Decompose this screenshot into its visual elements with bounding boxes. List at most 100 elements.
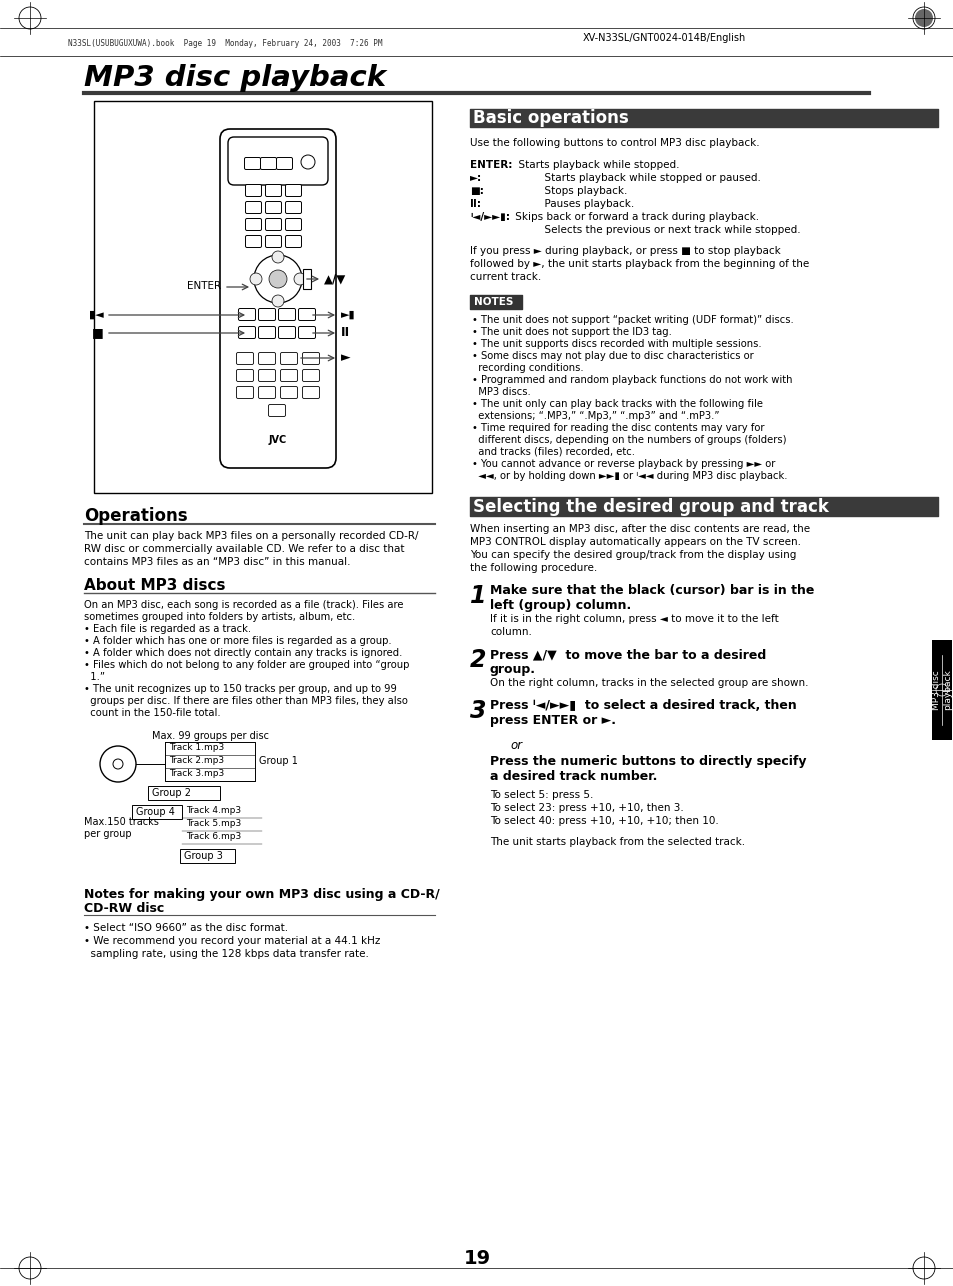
Text: Track 3.mp3: Track 3.mp3 (169, 769, 224, 778)
Text: and tracks (files) recorded, etc.: and tracks (files) recorded, etc. (472, 448, 635, 457)
Text: ►:: ►: (470, 174, 481, 183)
FancyBboxPatch shape (278, 309, 295, 320)
Text: MP3 CONTROL display automatically appears on the TV screen.: MP3 CONTROL display automatically appear… (470, 538, 801, 547)
FancyBboxPatch shape (258, 369, 275, 382)
Text: • A folder which has one or more files is regarded as a group.: • A folder which has one or more files i… (84, 637, 392, 646)
Text: • The unit supports discs recorded with multiple sessions.: • The unit supports discs recorded with … (472, 340, 760, 349)
FancyBboxPatch shape (236, 369, 253, 382)
FancyBboxPatch shape (265, 235, 281, 247)
FancyBboxPatch shape (220, 129, 335, 468)
Circle shape (250, 273, 262, 285)
Text: different discs, depending on the numbers of groups (folders): different discs, depending on the number… (472, 435, 785, 445)
Circle shape (272, 251, 284, 264)
Text: XV-N33SL/GNT0024-014B/English: XV-N33SL/GNT0024-014B/English (582, 33, 745, 42)
Text: extensions; “.MP3,” “.Mp3,” “.mp3” and “.mP3.”: extensions; “.MP3,” “.Mp3,” “.mp3” and “… (472, 412, 719, 421)
Text: Track 2.mp3: Track 2.mp3 (169, 756, 224, 765)
FancyBboxPatch shape (258, 387, 275, 399)
Text: Selecting the desired group and track: Selecting the desired group and track (473, 498, 828, 516)
Text: • Select “ISO 9660” as the disc format.: • Select “ISO 9660” as the disc format. (84, 923, 288, 934)
Text: Operations: Operations (84, 507, 188, 525)
Text: Ⅱ: Ⅱ (340, 327, 349, 340)
FancyBboxPatch shape (298, 309, 315, 320)
Circle shape (272, 294, 284, 307)
Text: • The unit only can play back tracks with the following file: • The unit only can play back tracks wit… (472, 399, 762, 409)
FancyBboxPatch shape (238, 327, 255, 338)
Text: contains MP3 files as an “MP3 disc” in this manual.: contains MP3 files as an “MP3 disc” in t… (84, 557, 350, 567)
Text: Max.150 tracks: Max.150 tracks (84, 817, 159, 827)
Text: Skips back or forward a track during playback.: Skips back or forward a track during pla… (512, 212, 759, 222)
Text: • You cannot advance or reverse playback by pressing ►► or: • You cannot advance or reverse playback… (472, 459, 775, 469)
Text: The unit can play back MP3 files on a personally recorded CD-R/: The unit can play back MP3 files on a pe… (84, 531, 418, 541)
FancyBboxPatch shape (298, 327, 315, 338)
Circle shape (914, 9, 932, 27)
Text: ▲/▼: ▲/▼ (324, 273, 346, 285)
FancyBboxPatch shape (265, 184, 281, 197)
Text: ENTER:: ENTER: (470, 159, 512, 170)
Text: per group: per group (84, 829, 132, 838)
Bar (180, 849, 234, 863)
Text: 2: 2 (470, 648, 486, 673)
Text: You can specify the desired group/track from the display using: You can specify the desired group/track … (470, 550, 796, 559)
Text: column.: column. (490, 628, 532, 637)
FancyBboxPatch shape (285, 219, 301, 230)
Text: NOTES: NOTES (474, 297, 513, 307)
Circle shape (294, 273, 306, 285)
FancyBboxPatch shape (260, 157, 276, 170)
Text: To select 23: press +10, +10, then 3.: To select 23: press +10, +10, then 3. (490, 802, 683, 813)
FancyBboxPatch shape (280, 387, 297, 399)
Text: groups per disc. If there are files other than MP3 files, they also: groups per disc. If there are files othe… (84, 696, 408, 706)
Text: Group 3: Group 3 (184, 851, 223, 862)
FancyBboxPatch shape (265, 202, 281, 213)
Text: group.: group. (490, 664, 536, 676)
Text: count in the 150-file total.: count in the 150-file total. (84, 709, 220, 718)
FancyBboxPatch shape (245, 202, 261, 213)
Text: The unit starts playback from the selected track.: The unit starts playback from the select… (490, 837, 744, 847)
Text: followed by ►, the unit starts playback from the beginning of the: followed by ►, the unit starts playback … (470, 258, 808, 269)
FancyBboxPatch shape (268, 405, 285, 417)
Text: • The unit does not support the ID3 tag.: • The unit does not support the ID3 tag. (472, 327, 671, 337)
Text: 1: 1 (470, 584, 486, 608)
Text: Basic operations: Basic operations (473, 109, 628, 127)
Text: MP3 discs.: MP3 discs. (472, 387, 530, 397)
Text: Track 6.mp3: Track 6.mp3 (186, 832, 241, 841)
FancyBboxPatch shape (280, 369, 297, 382)
FancyBboxPatch shape (238, 309, 255, 320)
Text: • The unit recognizes up to 150 tracks per group, and up to 99: • The unit recognizes up to 150 tracks p… (84, 684, 396, 694)
Text: • Time required for reading the disc contents may vary for: • Time required for reading the disc con… (472, 423, 763, 433)
Text: ■: ■ (92, 327, 104, 340)
FancyBboxPatch shape (285, 202, 301, 213)
Bar (148, 786, 220, 800)
Text: ►: ► (340, 351, 351, 364)
Bar (303, 269, 311, 289)
FancyBboxPatch shape (258, 327, 275, 338)
Text: On an MP3 disc, each song is recorded as a file (track). Files are: On an MP3 disc, each song is recorded as… (84, 601, 403, 610)
FancyBboxPatch shape (278, 327, 295, 338)
FancyBboxPatch shape (236, 387, 253, 399)
Text: • Programmed and random playback functions do not work with: • Programmed and random playback functio… (472, 376, 792, 385)
Text: RW disc or commercially available CD. We refer to a disc that: RW disc or commercially available CD. We… (84, 544, 404, 554)
Text: MP3 disc
playback: MP3 disc playback (931, 670, 951, 710)
FancyBboxPatch shape (302, 387, 319, 399)
Text: Use the following buttons to control MP3 disc playback.: Use the following buttons to control MP3… (470, 138, 759, 148)
FancyBboxPatch shape (265, 219, 281, 230)
Text: To select 5: press 5.: To select 5: press 5. (490, 790, 593, 800)
Text: Starts playback while stopped or paused.: Starts playback while stopped or paused. (512, 174, 760, 183)
Text: Press ᑊ◄/►►▮  to select a desired track, then: Press ᑊ◄/►►▮ to select a desired track, … (490, 700, 796, 712)
Text: press ENTER or ►.: press ENTER or ►. (490, 714, 616, 727)
Circle shape (269, 270, 287, 288)
Text: recording conditions.: recording conditions. (472, 363, 583, 373)
FancyBboxPatch shape (258, 352, 275, 364)
Text: To select 40: press +10, +10, +10; then 10.: To select 40: press +10, +10, +10; then … (490, 817, 718, 826)
Text: ▮◄: ▮◄ (90, 310, 104, 320)
Text: ◄◄, or by holding down ►►▮ or ᑊ◄◄ during MP3 disc playback.: ◄◄, or by holding down ►►▮ or ᑊ◄◄ during… (472, 471, 786, 481)
Text: On the right column, tracks in the selected group are shown.: On the right column, tracks in the selec… (490, 678, 807, 688)
Text: 19: 19 (463, 1249, 490, 1268)
Text: current track.: current track. (470, 273, 540, 282)
Text: or: or (510, 739, 521, 752)
Text: If you press ► during playback, or press ■ to stop playback: If you press ► during playback, or press… (470, 246, 780, 256)
Text: Stops playback.: Stops playback. (512, 186, 627, 195)
Text: Pauses playback.: Pauses playback. (512, 199, 634, 210)
Text: ENTER: ENTER (187, 282, 221, 291)
Text: JVC: JVC (269, 435, 287, 445)
Text: ►▮: ►▮ (340, 310, 355, 320)
